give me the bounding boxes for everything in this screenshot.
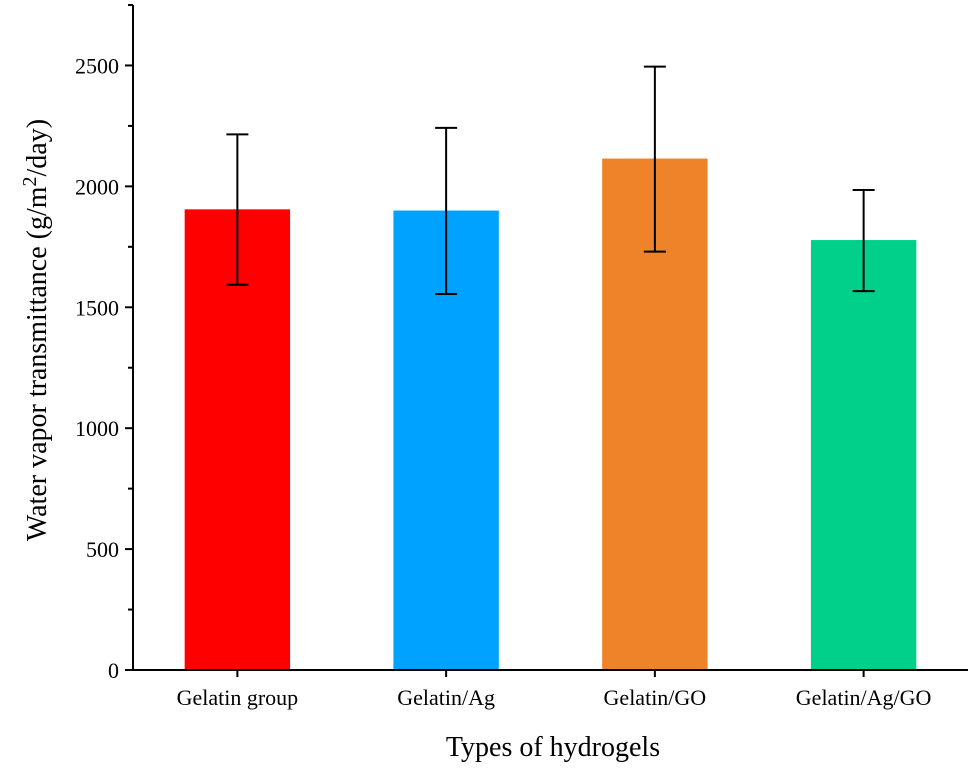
- x-tick-label: Gelatin/Ag/GO: [796, 685, 932, 710]
- plot-area: [184, 65, 917, 670]
- y-axis-title-tail: /day): [22, 119, 53, 177]
- bar: [184, 209, 291, 670]
- y-ticks: 0 500 1000 1500 2000 2500: [75, 4, 133, 683]
- y-axis-title-superscript: 2: [19, 176, 41, 186]
- y-tick-label: 1500: [75, 295, 119, 320]
- bar: [810, 240, 917, 670]
- y-axis-title: Water vapor transmittance (g/m2/day): [19, 119, 53, 541]
- x-tick-label: Gelatin/Ag: [397, 685, 495, 710]
- y-tick-label: 1000: [75, 416, 119, 441]
- y-tick-label: 2000: [75, 174, 119, 199]
- y-axis-title-main: Water vapor transmittance (g/m: [22, 186, 53, 541]
- x-tick-label: Gelatin/GO: [604, 685, 707, 710]
- x-tick-labels: Gelatin group Gelatin/Ag Gelatin/GO Gelatin…: [177, 670, 932, 710]
- x-tick-label: Gelatin group: [177, 685, 299, 710]
- x-axis-title: Types of hydrogels: [446, 732, 660, 763]
- y-tick-label: 500: [86, 537, 119, 562]
- y-tick-label: 0: [108, 658, 119, 683]
- y-tick-label: 2500: [75, 53, 119, 78]
